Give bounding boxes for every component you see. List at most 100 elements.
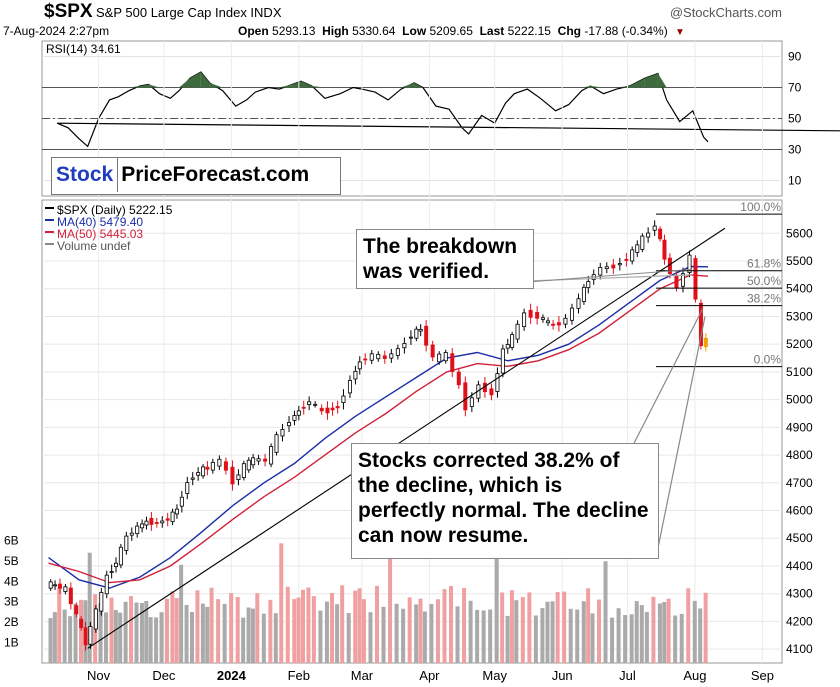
- volume-bar: [610, 617, 615, 663]
- candle-body: [296, 410, 301, 416]
- volume-bar: [407, 597, 412, 663]
- candle-body: [160, 520, 165, 524]
- rsi-overbought-fill: [200, 72, 210, 88]
- candle-body: [395, 348, 400, 356]
- candle-body: [495, 373, 500, 392]
- rsi-overbought-fill: [139, 84, 149, 88]
- volume-bar: [357, 588, 362, 663]
- volume-bar: [324, 601, 329, 663]
- brand-label[interactable]: @StockCharts.com: [669, 5, 782, 20]
- volume-bar: [62, 609, 67, 663]
- legend-swatch: [45, 207, 54, 209]
- candle-body: [693, 258, 698, 300]
- volume-bar: [651, 596, 656, 663]
- price-tick-label: 5000: [786, 393, 813, 407]
- candle-body: [658, 228, 663, 240]
- candle-body: [190, 477, 195, 480]
- price-tick-label: 5400: [786, 282, 813, 296]
- candle-body: [83, 627, 88, 646]
- volume-bar: [520, 597, 525, 663]
- volume-bar: [318, 610, 323, 663]
- volume-bar: [623, 615, 628, 663]
- candle-body: [402, 342, 407, 349]
- volume-tick-label: 1B: [4, 636, 19, 650]
- candle-body: [556, 322, 561, 326]
- volume-bar: [429, 604, 434, 663]
- candle-body: [617, 263, 622, 266]
- candle-body: [185, 482, 190, 494]
- rsi-overbought-fill: [644, 73, 658, 88]
- candle-body: [57, 583, 62, 589]
- volume-bar: [205, 606, 210, 663]
- volume-bar: [418, 598, 423, 663]
- rsi-tick-label: 50: [788, 112, 802, 126]
- volume-bar: [330, 593, 335, 663]
- rsi-overbought-fill: [179, 78, 190, 88]
- volume-bar: [268, 599, 273, 663]
- candle-body: [576, 298, 581, 309]
- rsi-overbought-fill: [279, 84, 293, 88]
- volume-bar: [68, 616, 73, 663]
- volume-bar: [209, 587, 214, 663]
- candle-body: [201, 466, 206, 477]
- down-arrow-icon: ▼: [675, 27, 685, 38]
- volume-bar: [555, 592, 560, 663]
- volume-bar: [666, 598, 671, 663]
- price-tick-label: 5100: [786, 365, 813, 379]
- volume-bar: [590, 613, 595, 663]
- x-tick-label: Nov: [87, 668, 111, 683]
- volume-bar: [335, 604, 340, 663]
- candle-body: [515, 323, 520, 340]
- candle-body: [330, 407, 335, 411]
- volume-tick-label: 5B: [4, 554, 19, 568]
- candle-body: [63, 586, 68, 592]
- rsi-overbought-fill: [629, 78, 645, 88]
- candle-body: [74, 605, 79, 615]
- candle-body: [581, 286, 586, 302]
- volume-bar: [533, 615, 538, 663]
- candle-body: [347, 380, 352, 394]
- volume-bar: [353, 590, 358, 663]
- volume-bar: [229, 593, 234, 663]
- volume-bar: [273, 613, 278, 663]
- candle-body: [241, 463, 246, 478]
- volume-bar: [494, 551, 499, 663]
- volume-bar: [134, 602, 139, 663]
- volume-bar: [462, 587, 467, 663]
- candle-body: [437, 353, 442, 363]
- candle-body: [48, 581, 53, 589]
- volume-bar: [509, 590, 514, 663]
- volume-bar: [346, 612, 351, 663]
- volume-bar: [475, 609, 480, 663]
- volume-bar: [586, 588, 591, 663]
- volume-bar: [190, 612, 194, 663]
- volume-bar: [129, 596, 134, 663]
- candle-body: [382, 355, 387, 359]
- candle-body: [489, 388, 494, 396]
- annotation-corrected: Stocks corrected 38.2% of the decline, w…: [351, 443, 659, 559]
- volume-bar: [597, 599, 601, 663]
- volume-bar: [422, 611, 427, 663]
- rsi-overbought-fill: [129, 85, 140, 88]
- price-tick-label: 4500: [786, 531, 813, 545]
- volume-bar: [235, 597, 240, 663]
- candle-body: [341, 395, 346, 404]
- volume-bar: [375, 585, 379, 663]
- last-value: 5222.15: [507, 24, 551, 38]
- price-tick-label: 4600: [786, 504, 813, 518]
- logo: Stock PriceForecast.com: [51, 157, 341, 195]
- candle-body: [104, 574, 109, 595]
- candle-body: [263, 458, 268, 462]
- chg-label: Chg: [557, 24, 581, 38]
- volume-bar: [686, 588, 691, 663]
- candle-body: [280, 429, 285, 437]
- price-tick-label: 4300: [786, 587, 813, 601]
- candle-body: [424, 325, 429, 346]
- rsi-title: RSI(14) 34.61: [46, 42, 121, 56]
- candle-body: [680, 273, 685, 287]
- candle-body: [144, 520, 149, 526]
- legend-swatch: [45, 231, 54, 233]
- candle-body: [217, 458, 222, 467]
- volume-bar: [442, 589, 447, 663]
